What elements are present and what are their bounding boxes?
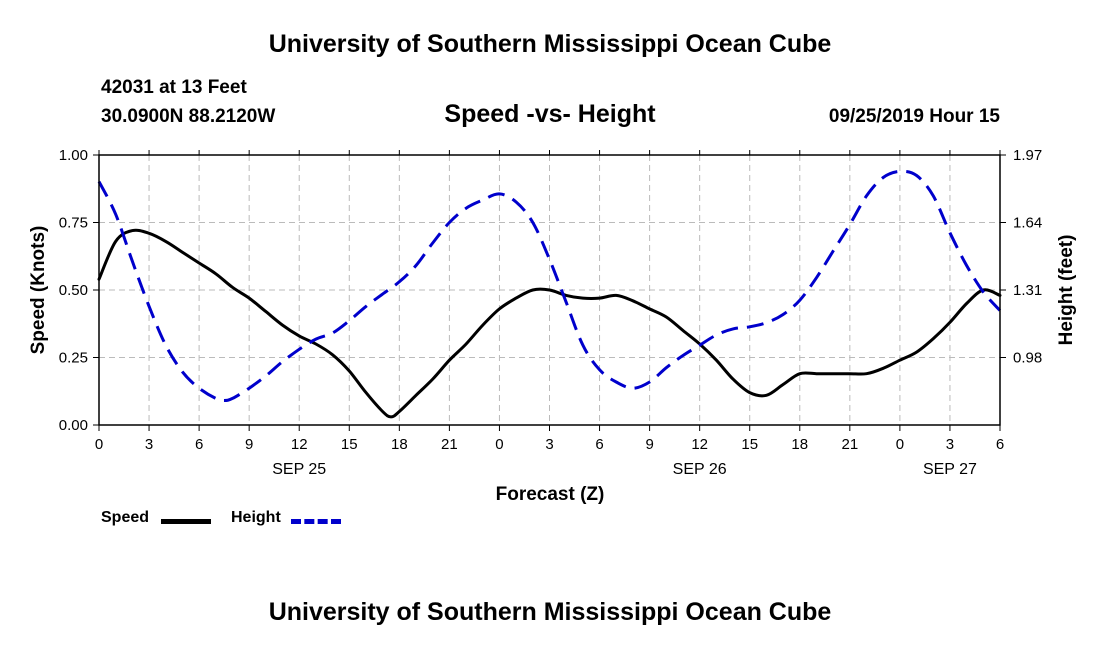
y-tick-label: 0.00 [59, 417, 88, 434]
x-tick-label: 21 [441, 436, 458, 453]
x-tick-label: 15 [341, 436, 358, 453]
y2-tick-label: 1.64 [1013, 215, 1042, 232]
y-tick-label: 0.25 [59, 350, 88, 367]
y-tick-label: 0.50 [59, 282, 88, 299]
x-tick-label: 0 [896, 436, 904, 453]
x-tick-label: 0 [495, 436, 503, 453]
page-title: University of Southern Mississippi Ocean… [268, 30, 832, 58]
legend-height-label: Height [231, 509, 281, 526]
date-label: SEP 26 [673, 461, 727, 478]
chart-title: Speed -vs- Height [444, 100, 656, 128]
y-axis-label-left: Speed (Knots) [28, 226, 49, 355]
legend-height-swatch [291, 519, 341, 524]
footer-title: University of Southern Mississippi Ocean… [268, 598, 832, 626]
x-tick-label: 12 [691, 436, 708, 453]
x-tick-label: 6 [595, 436, 603, 453]
x-tick-label: 18 [391, 436, 408, 453]
legend-speed-label: Speed [101, 509, 150, 526]
forecast-datetime: 09/25/2019 Hour 15 [828, 106, 1000, 127]
y-tick-label: 1.00 [59, 147, 88, 164]
y2-tick-label: 0.98 [1013, 350, 1042, 367]
x-tick-label: 9 [645, 436, 653, 453]
date-label: SEP 27 [923, 461, 977, 478]
station-label: 42031 at 13 Feet [101, 77, 247, 98]
x-tick-label: 3 [545, 436, 553, 453]
y2-tick-label: 1.97 [1013, 147, 1042, 164]
x-tick-label: 9 [245, 436, 253, 453]
series-lines [97, 169, 1002, 419]
x-tick-label: 12 [291, 436, 308, 453]
x-tick-label: 3 [946, 436, 954, 453]
height-series-line [97, 169, 1002, 403]
x-tick-label: 21 [841, 436, 858, 453]
x-tick-label: 18 [791, 436, 808, 453]
x-tick-label: 6 [996, 436, 1004, 453]
legend-speed-swatch [161, 519, 211, 524]
y2-tick-label: 1.31 [1013, 282, 1042, 299]
speed-series-line [97, 228, 1002, 419]
x-tick-label: 3 [145, 436, 153, 453]
axes: 0 3 6 9 12 15 18 21 0 3 6 9 12 15 18 21 0 3 6 SEP 25 SEP 26 S… [59, 147, 1042, 478]
x-tick-label: 0 [95, 436, 103, 453]
station-coordinates: 30.0900N 88.2120W [101, 106, 276, 127]
grid-lines [99, 155, 1000, 425]
x-axis-label: Forecast (Z) [496, 484, 605, 505]
y-axis-label-right: Height (feet) [1056, 235, 1077, 346]
x-tick-label: 6 [195, 436, 203, 453]
y-tick-label: 0.75 [59, 215, 88, 232]
x-tick-label: 15 [741, 436, 758, 453]
date-label: SEP 25 [272, 461, 326, 478]
